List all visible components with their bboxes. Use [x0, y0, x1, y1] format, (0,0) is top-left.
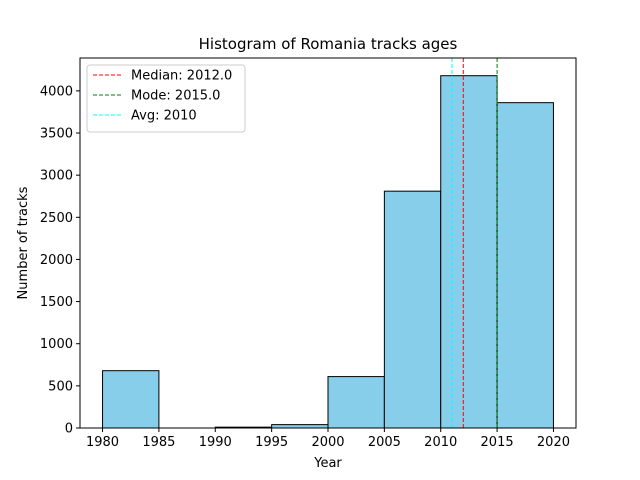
histogram-bar [440, 75, 498, 429]
legend: Median: 2012.0 Mode: 2015.0 Avg: 2010 [86, 64, 246, 133]
y-tick-label: 3500 [40, 127, 73, 142]
histogram-bar [496, 102, 554, 429]
chart-title: Histogram of Romania tracks ages [199, 35, 458, 53]
y-tick-label: 3000 [40, 169, 73, 184]
histogram-bar [271, 424, 329, 429]
y-tick-label: 1500 [40, 295, 73, 310]
x-tick-label: 2015 [481, 435, 514, 450]
y-tick-label: 4000 [40, 84, 73, 99]
legend-label: Avg: 2010 [131, 109, 197, 124]
reference-lines-group [451, 58, 498, 428]
histogram-bar [102, 370, 160, 429]
histogram-bar [327, 376, 385, 429]
y-tick-label: 2000 [40, 253, 73, 268]
histogram-bar [383, 190, 442, 429]
x-tick-label: 2020 [537, 435, 570, 450]
legend-box [86, 64, 246, 133]
bars-group [102, 75, 554, 429]
y-tick-label: 500 [48, 379, 73, 394]
x-tick-label: 1985 [142, 435, 175, 450]
x-tick-label: 2005 [368, 435, 401, 450]
y-tick-label: 1000 [40, 337, 73, 352]
x-tick-label: 1990 [199, 435, 232, 450]
x-tick-label: 1995 [255, 435, 288, 450]
x-axis-ticks: 1980 1985 1990 1995 2000 2005 2010 2015 2020 [86, 428, 570, 450]
x-axis-label: Year [313, 456, 342, 471]
x-tick-label: 2000 [311, 435, 344, 450]
legend-label: Mode: 2015.0 [131, 89, 220, 104]
legend-label: Median: 2012.0 [131, 69, 232, 84]
x-tick-label: 2010 [424, 435, 457, 450]
y-axis-label: Number of tracks [16, 186, 31, 299]
y-axis-ticks: 0 500 1000 1500 2000 2500 3000 3500 4000 [40, 84, 80, 437]
y-tick-label: 0 [65, 422, 73, 437]
y-tick-label: 2500 [40, 211, 73, 226]
x-tick-label: 1980 [86, 435, 119, 450]
